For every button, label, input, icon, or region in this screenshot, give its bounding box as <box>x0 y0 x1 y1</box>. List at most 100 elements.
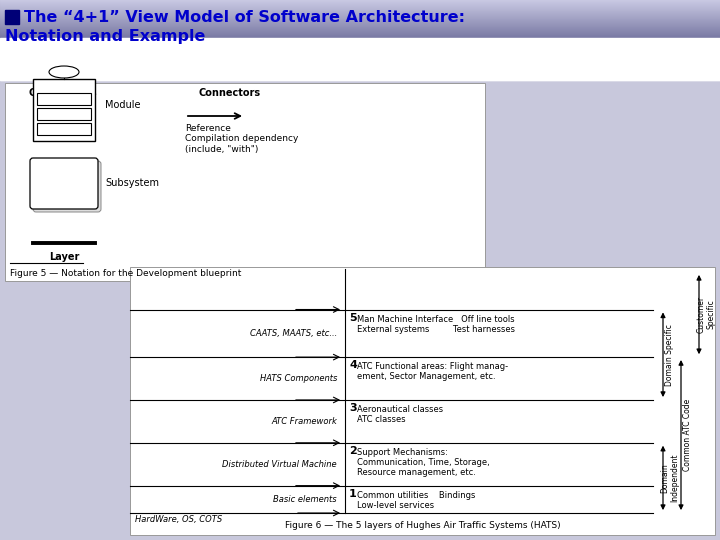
Bar <box>0 58 720 59</box>
Bar <box>5 10 19 24</box>
Bar <box>0 55 720 56</box>
Bar <box>0 12 720 13</box>
Bar <box>0 20 720 21</box>
Bar <box>0 27 720 28</box>
Bar <box>0 25 720 26</box>
Bar <box>0 38 720 39</box>
Bar <box>0 10 720 11</box>
Bar <box>0 18 720 19</box>
Bar <box>0 66 720 67</box>
Bar <box>0 64 720 65</box>
Bar <box>0 38 720 80</box>
Bar <box>0 52 720 53</box>
Bar <box>0 40 720 41</box>
Bar <box>0 39 720 40</box>
Text: Figure 6 — The 5 layers of Hughes Air Traffic Systems (HATS): Figure 6 — The 5 layers of Hughes Air Tr… <box>284 521 560 530</box>
Text: ement, Sector Management, etc.: ement, Sector Management, etc. <box>357 372 495 381</box>
Bar <box>0 35 720 36</box>
Bar <box>37 123 91 135</box>
Bar <box>0 23 720 24</box>
Bar <box>0 38 720 80</box>
Bar <box>0 59 720 60</box>
Text: Domain Specific: Domain Specific <box>665 324 675 386</box>
Bar <box>0 8 720 9</box>
Text: Connectors: Connectors <box>199 88 261 98</box>
Bar <box>0 60 720 61</box>
Text: Common ATC Code: Common ATC Code <box>683 399 693 471</box>
Bar <box>0 15 720 16</box>
Bar <box>37 108 91 120</box>
Bar <box>0 50 720 51</box>
Bar <box>0 69 720 70</box>
Bar <box>0 22 720 23</box>
Text: 1: 1 <box>349 489 356 498</box>
Bar <box>0 67 720 68</box>
Bar <box>37 93 91 105</box>
Text: 5: 5 <box>349 313 356 322</box>
Bar <box>0 46 720 47</box>
Bar <box>0 29 720 30</box>
Bar <box>0 32 720 33</box>
Bar <box>130 267 715 535</box>
Bar <box>0 36 720 37</box>
Text: Basic elements: Basic elements <box>274 495 337 504</box>
Bar <box>0 65 720 66</box>
Text: 2: 2 <box>349 446 356 456</box>
Text: Subsystem: Subsystem <box>105 179 159 188</box>
Bar <box>0 53 720 54</box>
Text: CAATS, MAATS, etc...: CAATS, MAATS, etc... <box>250 329 337 338</box>
Text: HardWare, OS, COTS: HardWare, OS, COTS <box>135 515 222 524</box>
Bar <box>0 48 720 49</box>
Bar <box>0 72 720 73</box>
Bar <box>0 13 720 14</box>
Bar <box>0 43 720 44</box>
Text: Communication, Time, Storage,: Communication, Time, Storage, <box>357 458 490 467</box>
Bar <box>0 39 720 40</box>
Bar <box>0 24 720 25</box>
Text: HATS Components: HATS Components <box>260 374 337 383</box>
Bar <box>0 28 720 29</box>
Text: Common utilities    Bindings: Common utilities Bindings <box>357 491 475 500</box>
Bar <box>0 61 720 62</box>
Bar <box>0 73 720 74</box>
Text: Figure 5 — Notation for the Development blueprint: Figure 5 — Notation for the Development … <box>10 269 241 278</box>
FancyBboxPatch shape <box>30 158 98 209</box>
Bar <box>0 4 720 5</box>
Bar <box>0 71 720 72</box>
Bar <box>0 63 720 64</box>
Bar <box>0 7 720 8</box>
Bar <box>0 47 720 48</box>
Bar <box>0 0 720 1</box>
Text: Reference
Compilation dependency
(include, "with"): Reference Compilation dependency (includ… <box>185 124 298 154</box>
Bar <box>0 37 720 38</box>
Bar <box>0 77 720 78</box>
Text: ATC Functional areas: Flight manag-: ATC Functional areas: Flight manag- <box>357 362 508 371</box>
Bar <box>0 70 720 71</box>
Bar <box>0 30 720 31</box>
Bar <box>0 56 720 57</box>
Bar <box>0 26 720 27</box>
Bar <box>0 74 720 75</box>
Bar <box>0 57 720 58</box>
Bar <box>0 44 720 45</box>
Bar <box>33 79 95 141</box>
Bar <box>0 17 720 18</box>
Text: Components: Components <box>29 88 97 98</box>
Bar <box>0 33 720 34</box>
Bar <box>0 2 720 3</box>
Bar <box>0 16 720 17</box>
Bar <box>0 31 720 32</box>
Text: ATC classes: ATC classes <box>357 415 405 424</box>
Bar <box>0 49 720 50</box>
Bar <box>5 83 485 281</box>
Bar <box>0 9 720 10</box>
Text: Aeronautical classes: Aeronautical classes <box>357 405 443 414</box>
Bar <box>0 14 720 15</box>
Text: Domain
Independent: Domain Independent <box>660 454 680 502</box>
Text: 3: 3 <box>349 403 356 413</box>
Text: Man Machine Interface   Off line tools: Man Machine Interface Off line tools <box>357 314 515 323</box>
Bar <box>0 68 720 69</box>
Ellipse shape <box>49 66 79 78</box>
Text: Distributed Virtual Machine: Distributed Virtual Machine <box>222 460 337 469</box>
Text: The “4+1” View Model of Software Architecture:: The “4+1” View Model of Software Archite… <box>24 10 465 24</box>
